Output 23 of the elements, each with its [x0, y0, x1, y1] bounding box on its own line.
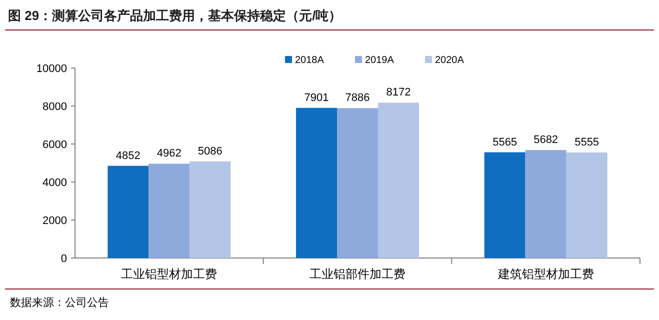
y-tick-label: 0 — [60, 253, 67, 265]
chart-title: 图 29：测算公司各产品加工费用，基本保持稳定（元/吨） — [8, 8, 342, 23]
y-tick-label: 10000 — [36, 63, 67, 75]
legend-label: 2018A — [295, 55, 324, 66]
y-tick-label: 2000 — [42, 215, 67, 227]
y-tick-label: 8000 — [42, 101, 67, 113]
x-tick-label: 工业铝部件加工费 — [310, 267, 406, 281]
source-note: 数据来源：公司公告 — [10, 296, 109, 309]
x-tick-label: 工业铝型材加工费 — [121, 267, 218, 281]
data-label: 7886 — [345, 92, 370, 104]
data-label: 5682 — [534, 134, 558, 146]
data-label: 4852 — [116, 150, 140, 162]
data-label: 8172 — [386, 86, 411, 99]
data-label: 7901 — [304, 92, 329, 104]
legend-label: 2019A — [365, 55, 394, 66]
y-tick-label: 6000 — [42, 139, 67, 151]
data-label: 5086 — [198, 145, 222, 158]
x-tick-label: 建筑铝型材加工费 — [496, 267, 594, 281]
data-label: 5555 — [574, 136, 600, 148]
y-tick-label: 4000 — [42, 177, 67, 189]
data-label: 5565 — [492, 136, 518, 148]
data-label: 4962 — [156, 148, 182, 160]
legend-label: 2020A — [435, 55, 464, 66]
